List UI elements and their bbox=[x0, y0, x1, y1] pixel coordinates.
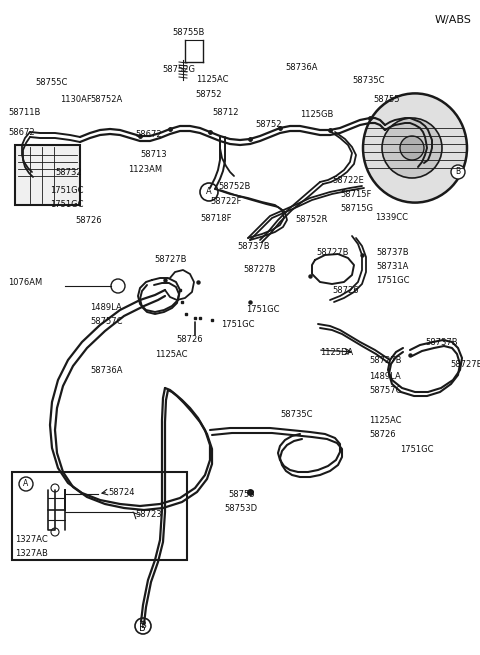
Text: 1123AM: 1123AM bbox=[128, 165, 162, 174]
Text: 58722E: 58722E bbox=[332, 176, 364, 185]
Text: 1327AC: 1327AC bbox=[15, 535, 48, 544]
Text: 58752B: 58752B bbox=[218, 182, 251, 191]
Text: 58726: 58726 bbox=[75, 216, 102, 225]
Text: 58752R: 58752R bbox=[295, 215, 327, 224]
Text: 1125AC: 1125AC bbox=[155, 350, 188, 359]
Text: 58715G: 58715G bbox=[340, 204, 373, 213]
Text: 58672: 58672 bbox=[8, 128, 35, 137]
Circle shape bbox=[51, 484, 59, 492]
Text: 58727B: 58727B bbox=[243, 265, 276, 274]
Text: 58713: 58713 bbox=[140, 150, 167, 159]
Text: 58737B: 58737B bbox=[237, 242, 270, 251]
Text: 1751GC: 1751GC bbox=[376, 276, 409, 285]
Circle shape bbox=[111, 279, 125, 293]
Text: A: A bbox=[24, 479, 29, 489]
Circle shape bbox=[51, 528, 59, 536]
Text: 1751GC: 1751GC bbox=[400, 445, 433, 454]
Text: 58755: 58755 bbox=[373, 95, 399, 104]
Text: 58726: 58726 bbox=[369, 430, 396, 439]
Text: 1125AC: 1125AC bbox=[369, 416, 401, 425]
Text: 1751GC: 1751GC bbox=[221, 320, 254, 329]
Text: 58724: 58724 bbox=[108, 488, 134, 497]
Text: 1339CC: 1339CC bbox=[375, 213, 408, 222]
Text: 58712: 58712 bbox=[212, 108, 239, 117]
Text: 1125AC: 1125AC bbox=[196, 75, 228, 84]
Text: 1751GC: 1751GC bbox=[246, 305, 279, 314]
Circle shape bbox=[135, 618, 151, 634]
Circle shape bbox=[19, 477, 33, 491]
Text: 58726: 58726 bbox=[332, 286, 359, 295]
Ellipse shape bbox=[363, 94, 467, 202]
Text: 1076AM: 1076AM bbox=[8, 278, 42, 287]
Text: 1327AB: 1327AB bbox=[15, 549, 48, 558]
Text: 1489LA: 1489LA bbox=[369, 372, 401, 381]
Text: 58755B: 58755B bbox=[172, 28, 204, 37]
Text: 58726: 58726 bbox=[176, 335, 203, 344]
Text: 58757C: 58757C bbox=[369, 386, 401, 395]
Circle shape bbox=[200, 183, 218, 201]
Text: 1125GB: 1125GB bbox=[300, 110, 334, 119]
Text: W/ABS: W/ABS bbox=[435, 15, 472, 25]
Text: B: B bbox=[139, 623, 145, 633]
Bar bbox=[15, 145, 80, 205]
Text: 58755C: 58755C bbox=[35, 78, 67, 87]
Text: 58723: 58723 bbox=[135, 510, 162, 519]
Text: 58752: 58752 bbox=[195, 90, 221, 99]
Bar bbox=[12, 472, 187, 560]
Text: 58736A: 58736A bbox=[285, 63, 317, 72]
Text: 1125DA: 1125DA bbox=[320, 348, 353, 357]
Circle shape bbox=[400, 136, 424, 160]
Text: 58672: 58672 bbox=[135, 130, 162, 139]
Text: 58753D: 58753D bbox=[224, 504, 257, 513]
Text: 58715F: 58715F bbox=[340, 190, 372, 199]
Text: 58737B: 58737B bbox=[425, 338, 457, 347]
Text: 58711B: 58711B bbox=[8, 108, 40, 117]
Text: 58737B: 58737B bbox=[376, 248, 408, 257]
Circle shape bbox=[451, 165, 465, 179]
Text: 58718F: 58718F bbox=[200, 214, 231, 223]
Text: 58731A: 58731A bbox=[376, 262, 408, 271]
Text: B: B bbox=[456, 168, 461, 176]
Text: 58752A: 58752A bbox=[90, 95, 122, 104]
Text: 1751GC: 1751GC bbox=[50, 200, 84, 209]
Ellipse shape bbox=[382, 118, 442, 178]
Text: 58735C: 58735C bbox=[280, 410, 312, 419]
Text: 1489LA: 1489LA bbox=[90, 303, 122, 312]
Text: 1130AF: 1130AF bbox=[60, 95, 92, 104]
Text: 58727B: 58727B bbox=[450, 360, 480, 369]
Text: 58752G: 58752G bbox=[162, 65, 195, 74]
Text: 58727B: 58727B bbox=[154, 255, 187, 264]
Text: A: A bbox=[206, 187, 212, 196]
Text: 58735C: 58735C bbox=[352, 76, 384, 85]
Text: 58752: 58752 bbox=[255, 120, 281, 129]
Text: B: B bbox=[140, 622, 146, 631]
Text: 58736A: 58736A bbox=[90, 366, 122, 375]
Text: 58727B: 58727B bbox=[369, 356, 401, 365]
Text: 58757C: 58757C bbox=[90, 317, 122, 326]
Text: 1751GC: 1751GC bbox=[50, 186, 84, 195]
Text: 58722F: 58722F bbox=[210, 197, 241, 206]
Text: 58727B: 58727B bbox=[316, 248, 348, 257]
Text: 58753: 58753 bbox=[228, 490, 254, 499]
Text: 58732: 58732 bbox=[55, 168, 82, 177]
